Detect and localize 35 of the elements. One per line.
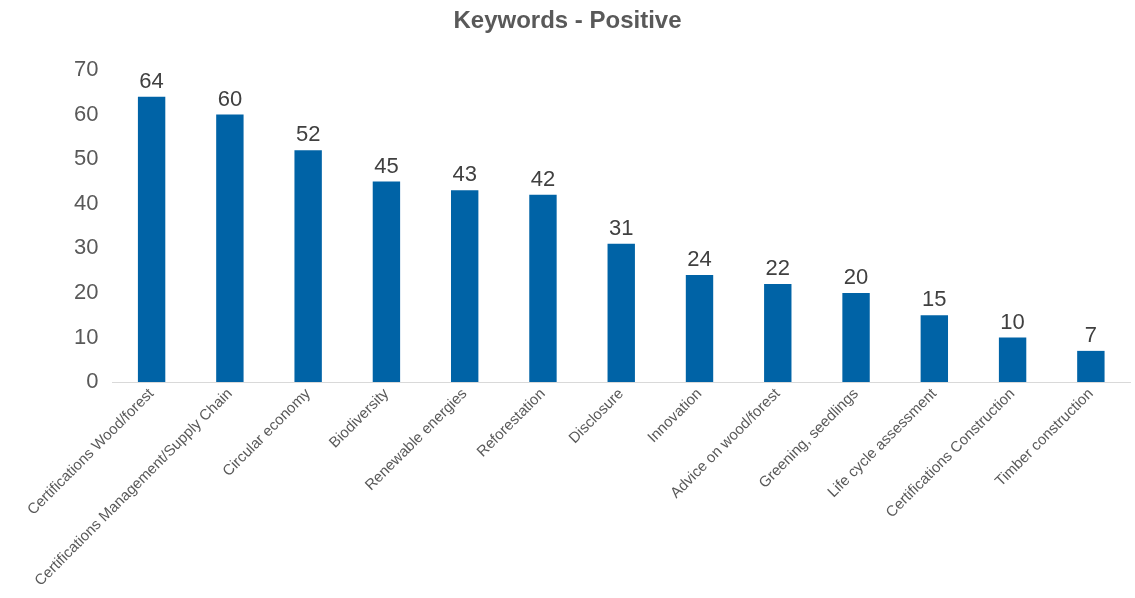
data-label: 52 [295,121,321,147]
y-tick-label: 70 [73,56,99,82]
bar [216,114,244,383]
bar [1077,350,1105,383]
data-label: 22 [765,255,791,281]
bar [529,194,557,383]
bar [607,243,635,383]
bar [920,315,949,383]
data-label: 60 [217,85,243,111]
y-tick-label: 50 [73,145,99,171]
y-tick-label: 20 [73,278,99,304]
data-label: 42 [530,165,556,191]
bar [764,283,792,383]
y-tick-label: 60 [73,100,99,126]
data-label: 20 [843,263,869,289]
data-label: 31 [608,214,634,240]
data-label: 10 [1000,308,1025,334]
bar [842,292,870,383]
bar [294,150,322,383]
data-label: 64 [139,67,164,93]
y-tick-label: 40 [73,189,99,215]
bar [137,96,166,383]
data-label: 15 [922,286,947,312]
data-label: 43 [452,161,477,187]
bar [451,190,479,383]
bar [998,337,1027,383]
y-tick-label: 0 [86,368,99,394]
bar [685,275,714,383]
y-tick-label: 30 [73,234,99,260]
chart-title: Keywords - Positive [452,6,683,34]
data-label: 24 [687,246,712,272]
data-label: 45 [374,152,399,178]
data-label: 7 [1084,321,1097,347]
y-tick-label: 10 [73,323,99,349]
bar [372,181,401,383]
